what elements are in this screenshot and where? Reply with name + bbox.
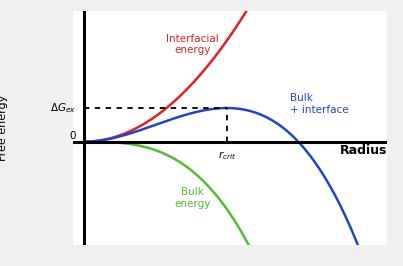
Text: Free energy: Free energy xyxy=(0,94,8,161)
Text: $r_{crit}$: $r_{crit}$ xyxy=(218,149,236,162)
Text: Interfacial
energy: Interfacial energy xyxy=(166,34,219,55)
Text: Bulk
+ interface: Bulk + interface xyxy=(290,93,348,115)
Text: $\Delta G_{ex}$: $\Delta G_{ex}$ xyxy=(50,101,76,115)
Text: 0: 0 xyxy=(69,131,76,141)
Text: Bulk
energy: Bulk energy xyxy=(174,187,211,209)
Text: Radius: Radius xyxy=(339,144,387,157)
